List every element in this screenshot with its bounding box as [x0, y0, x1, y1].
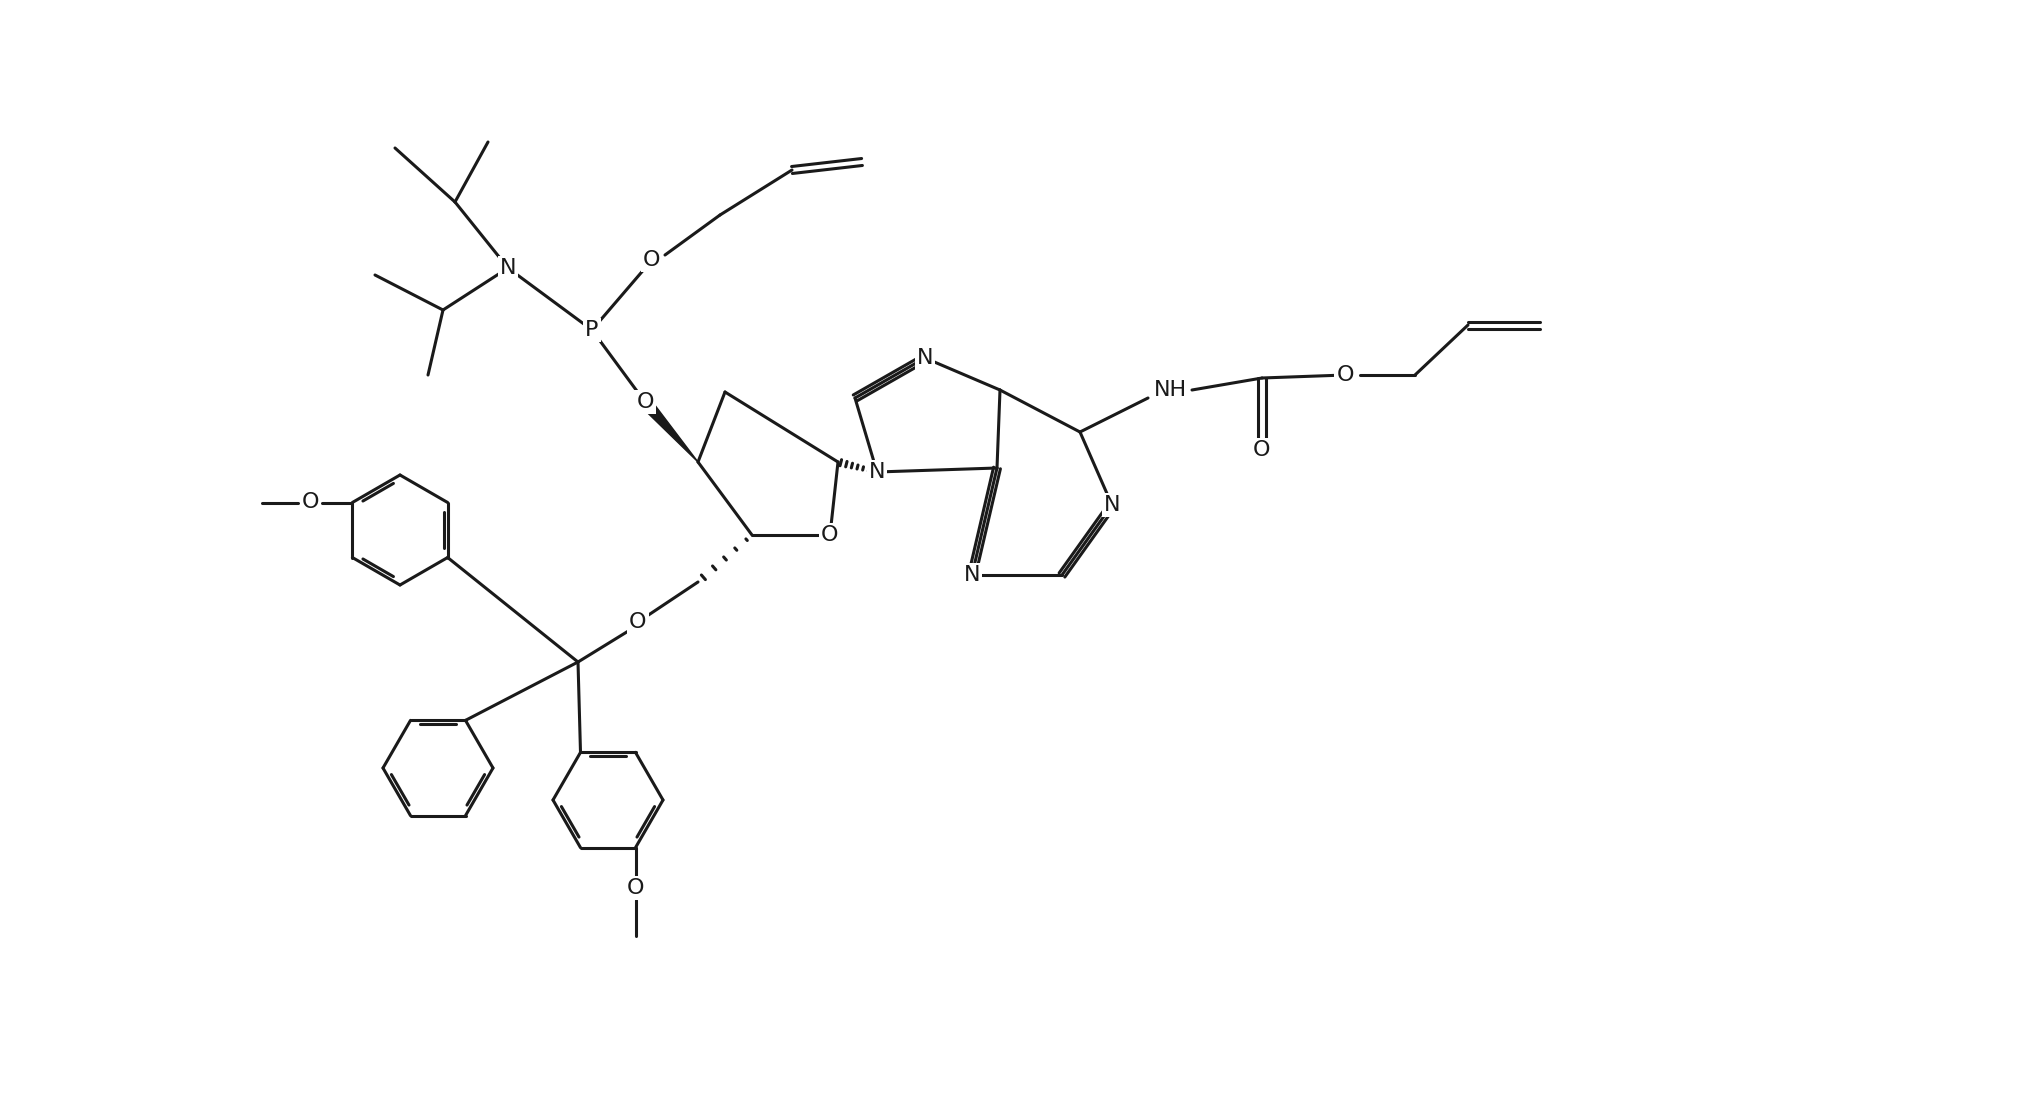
Text: O: O [629, 612, 647, 632]
Text: O: O [822, 525, 838, 545]
Text: N: N [500, 258, 517, 278]
Text: N: N [917, 348, 934, 368]
Polygon shape [641, 399, 698, 462]
Text: N: N [964, 565, 980, 585]
Text: O: O [637, 392, 653, 412]
Text: N: N [1104, 495, 1121, 515]
Text: O: O [643, 250, 661, 270]
Text: N: N [869, 462, 885, 482]
Text: O: O [301, 493, 319, 513]
Text: O: O [1336, 365, 1355, 385]
Text: P: P [586, 320, 598, 340]
Text: O: O [626, 877, 645, 898]
Text: NH: NH [1153, 380, 1186, 400]
Text: O: O [1253, 440, 1271, 460]
